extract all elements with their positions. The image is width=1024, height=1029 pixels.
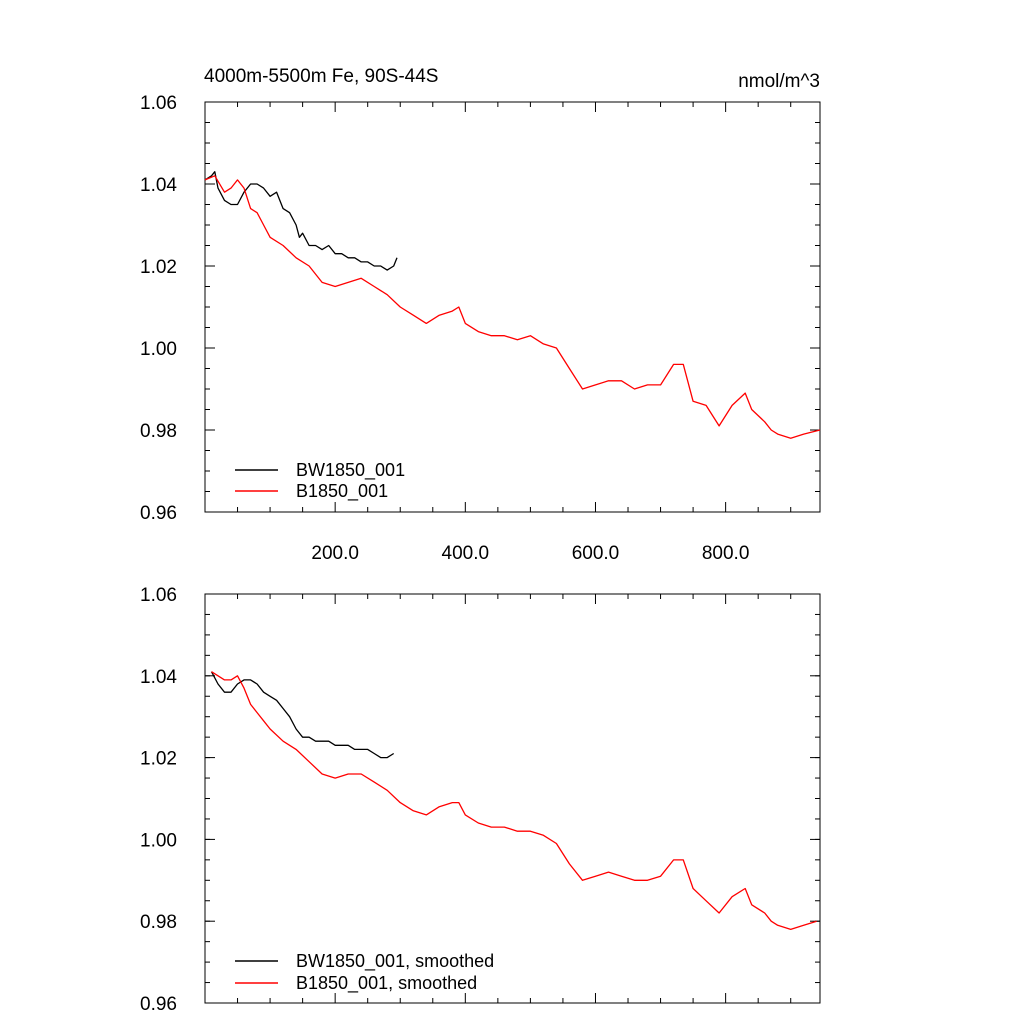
y-tick-label: 1.04	[140, 175, 177, 196]
series-line-b1850-001	[204, 175, 821, 439]
y-tick-label: 1.04	[140, 667, 177, 688]
bottom-panel: 0.96 0.98 1.00 1.02 1.04 1.06 BW1850_001, smo…	[140, 585, 821, 1015]
panel-title: 4000m-5500m Fe, 90S-44S	[204, 66, 438, 87]
y-tick-label: 1.00	[140, 339, 177, 360]
series-line-bw1850-001	[204, 171, 398, 271]
series-line-bw1850-001-smoothed	[210, 671, 395, 759]
top-legend: BW1850_001 B1850_001	[235, 460, 405, 502]
x-tick-label: 600.0	[572, 543, 620, 564]
top-plot-area: 0.96 0.98 1.00 1.02 1.04 1.06 200.0 400.0 600.0 8…	[140, 93, 821, 564]
legend-label-b1850: B1850_001	[296, 481, 388, 502]
plot-frame	[204, 101, 821, 513]
y-tick-label: 0.96	[140, 994, 177, 1015]
series-line-b1850-001-smoothed	[211, 671, 817, 931]
y-tick-label: 0.98	[140, 421, 177, 442]
legend-label-b1850-smoothed: B1850_001, smoothed	[296, 973, 477, 994]
bottom-legend: BW1850_001, smoothed B1850_001, smoothed	[235, 951, 494, 994]
x-tick-label: 800.0	[702, 543, 750, 564]
x-tick-label: 200.0	[311, 543, 359, 564]
y-tick-label: 1.06	[140, 585, 177, 606]
legend-label-bw1850: BW1850_001	[296, 460, 405, 481]
y-tick-label: 1.06	[140, 93, 177, 114]
y-tick-label: 1.02	[140, 749, 177, 770]
bottom-plot-area: 0.96 0.98 1.00 1.02 1.04 1.06	[140, 585, 821, 1015]
y-tick-label: 0.98	[140, 912, 177, 933]
y-tick-label: 1.02	[140, 257, 177, 278]
x-tick-label: 400.0	[442, 543, 490, 564]
legend-label-bw1850-smoothed: BW1850_001, smoothed	[296, 951, 494, 972]
top-panel: 4000m-5500m Fe, 90S-44S nmol/m^3 0.960.9…	[140, 66, 821, 564]
plot-frame	[204, 593, 821, 1004]
units-label: nmol/m^3	[738, 71, 820, 92]
y-tick-label: 0.96	[140, 503, 177, 524]
y-tick-label: 1.00	[140, 830, 177, 851]
